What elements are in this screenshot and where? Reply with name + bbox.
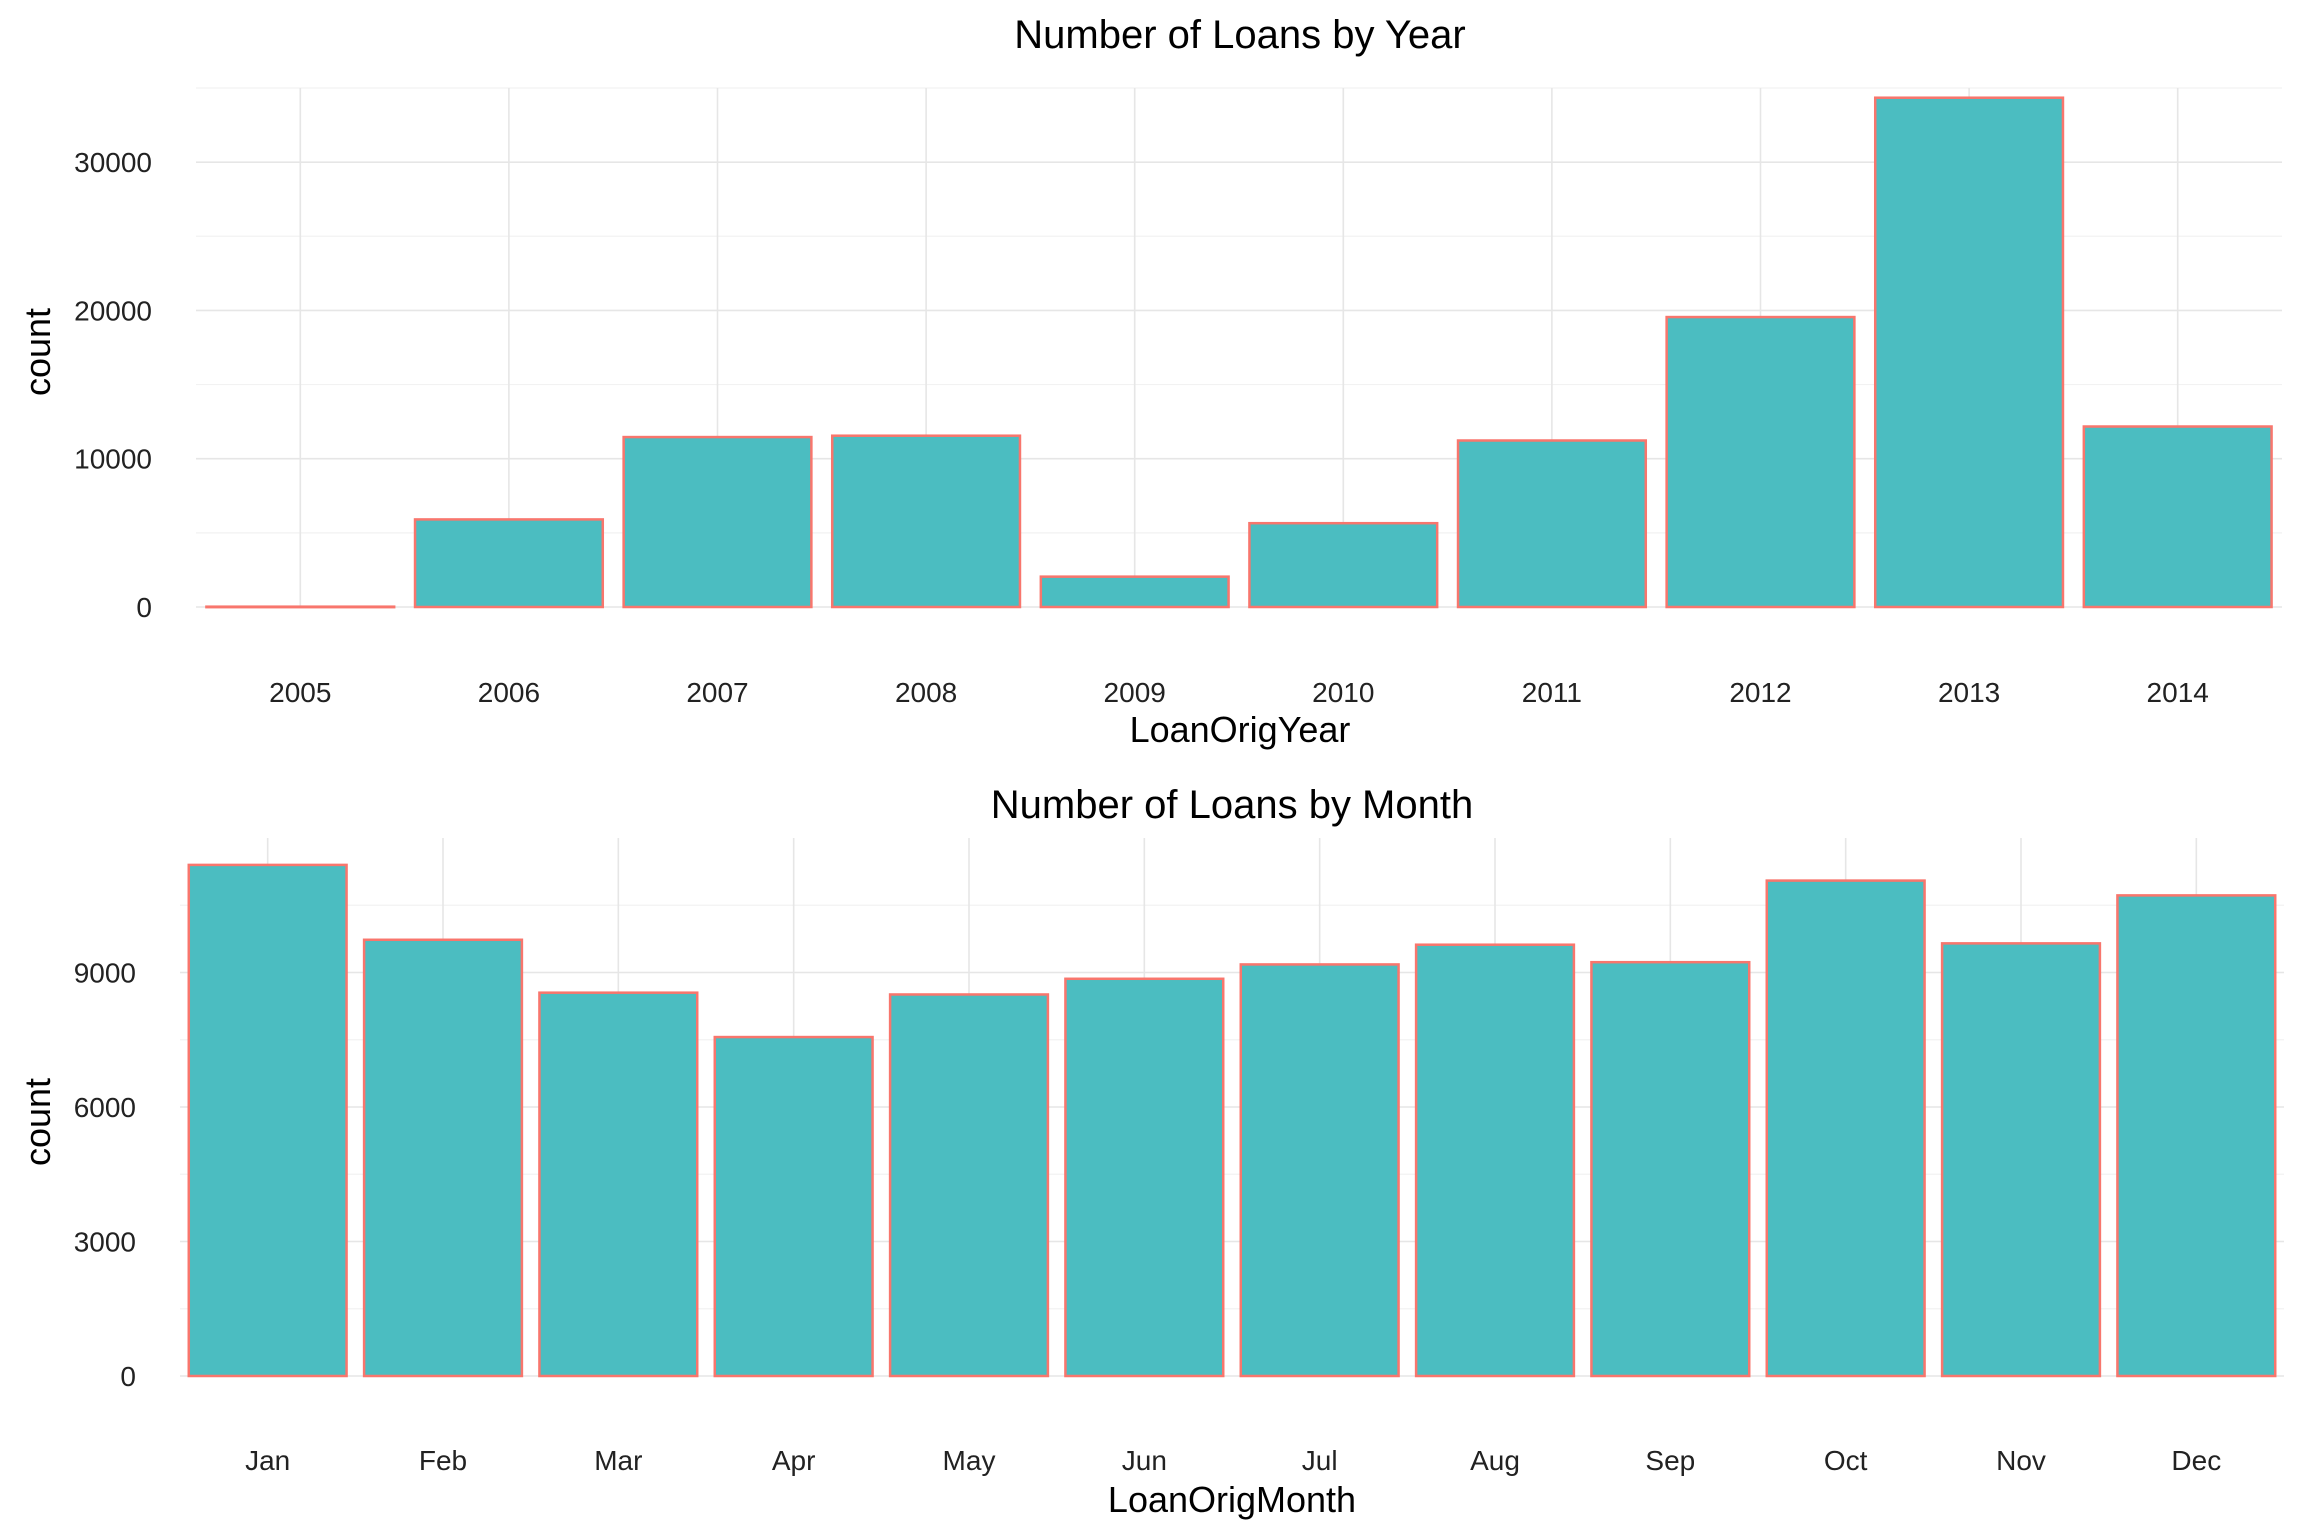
x-tick-label: 2007 xyxy=(686,677,748,708)
bar-2014 xyxy=(2082,425,2273,609)
x-tick-labels: Jan Feb Mar Apr May Jun Jul Aug Sep Oct Nov Dec xyxy=(245,1445,2221,1476)
x-tick-label: 2011 xyxy=(1522,677,1582,708)
loans-by-month-panel: Number of Loans by Month LoanOrigMonth c… xyxy=(17,783,2284,1520)
chart-title: Number of Loans by Year xyxy=(1014,13,1465,57)
loans-by-year-panel: Number of Loans by Year LoanOrigYear cou… xyxy=(17,13,2282,750)
x-tick-label: 2009 xyxy=(1104,677,1166,708)
x-axis-title: LoanOrigMonth xyxy=(1108,1479,1356,1520)
y-tick-labels: 0 10000 20000 30000 xyxy=(74,147,152,623)
x-tick-label: Oct xyxy=(1824,1445,1868,1476)
bar-mar xyxy=(538,991,699,1378)
y-tick-label: 0 xyxy=(136,592,152,623)
y-axis-title: count xyxy=(17,308,58,396)
bar-2010 xyxy=(1248,521,1439,609)
bar-jul xyxy=(1239,963,1400,1378)
y-tick-label: 3000 xyxy=(74,1227,136,1258)
bar-2006 xyxy=(413,518,605,609)
x-tick-label: Sep xyxy=(1645,1445,1695,1476)
x-tick-label: Jul xyxy=(1302,1445,1338,1476)
x-tick-label: 2012 xyxy=(1729,677,1791,708)
x-axis-title: LoanOrigYear xyxy=(1130,709,1351,750)
x-tick-label: 2006 xyxy=(478,677,540,708)
bar-apr xyxy=(713,1035,874,1378)
bar-jun xyxy=(1064,977,1225,1378)
grid-lines xyxy=(196,87,2282,608)
y-tick-labels: 0 3000 6000 9000 xyxy=(74,958,136,1393)
y-axis-title: count xyxy=(17,1078,58,1166)
bar-2011 xyxy=(1456,439,1648,609)
bar-sep xyxy=(1590,960,1751,1378)
y-tick-label: 10000 xyxy=(74,444,152,475)
x-tick-label: Aug xyxy=(1470,1445,1520,1476)
x-tick-label: 2008 xyxy=(895,677,957,708)
x-tick-label: Mar xyxy=(594,1445,642,1476)
chart-title: Number of Loans by Month xyxy=(991,783,1473,827)
x-tick-labels: 2005 2006 2007 2008 2009 2010 2011 2012 2013 2014 xyxy=(269,677,2209,708)
x-tick-label: 2013 xyxy=(1938,677,2000,708)
x-tick-label: Dec xyxy=(2171,1445,2221,1476)
x-tick-label: Apr xyxy=(772,1445,816,1476)
bar-2013 xyxy=(1873,96,2065,609)
x-tick-label: 2014 xyxy=(2147,677,2209,708)
bar-oct xyxy=(1765,879,1926,1378)
y-tick-label: 20000 xyxy=(74,295,152,326)
bar-2008 xyxy=(830,434,1022,609)
y-tick-label: 6000 xyxy=(74,1092,136,1123)
bar-2005 xyxy=(205,605,396,609)
x-tick-label: 2005 xyxy=(269,677,331,708)
x-tick-label: 2010 xyxy=(1312,677,1374,708)
x-tick-label: Jan xyxy=(245,1445,290,1476)
bar-dec xyxy=(2116,894,2277,1378)
x-tick-label: May xyxy=(943,1445,996,1476)
bar-nov xyxy=(1940,942,2102,1378)
bar-2007 xyxy=(622,435,813,609)
y-tick-label: 30000 xyxy=(74,147,152,178)
y-tick-label: 9000 xyxy=(74,958,136,989)
x-tick-label: Jun xyxy=(1122,1445,1167,1476)
bars xyxy=(205,96,2273,609)
x-tick-label: Nov xyxy=(1996,1445,2046,1476)
x-tick-label: Feb xyxy=(419,1445,467,1476)
bar-feb xyxy=(362,938,524,1378)
bar-may xyxy=(888,993,1050,1378)
bar-aug xyxy=(1414,943,1576,1378)
bar-jan xyxy=(187,863,348,1378)
y-tick-label: 0 xyxy=(120,1361,136,1392)
bars xyxy=(187,863,2277,1378)
bar-2012 xyxy=(1665,315,1856,609)
bar-2009 xyxy=(1039,575,1230,609)
